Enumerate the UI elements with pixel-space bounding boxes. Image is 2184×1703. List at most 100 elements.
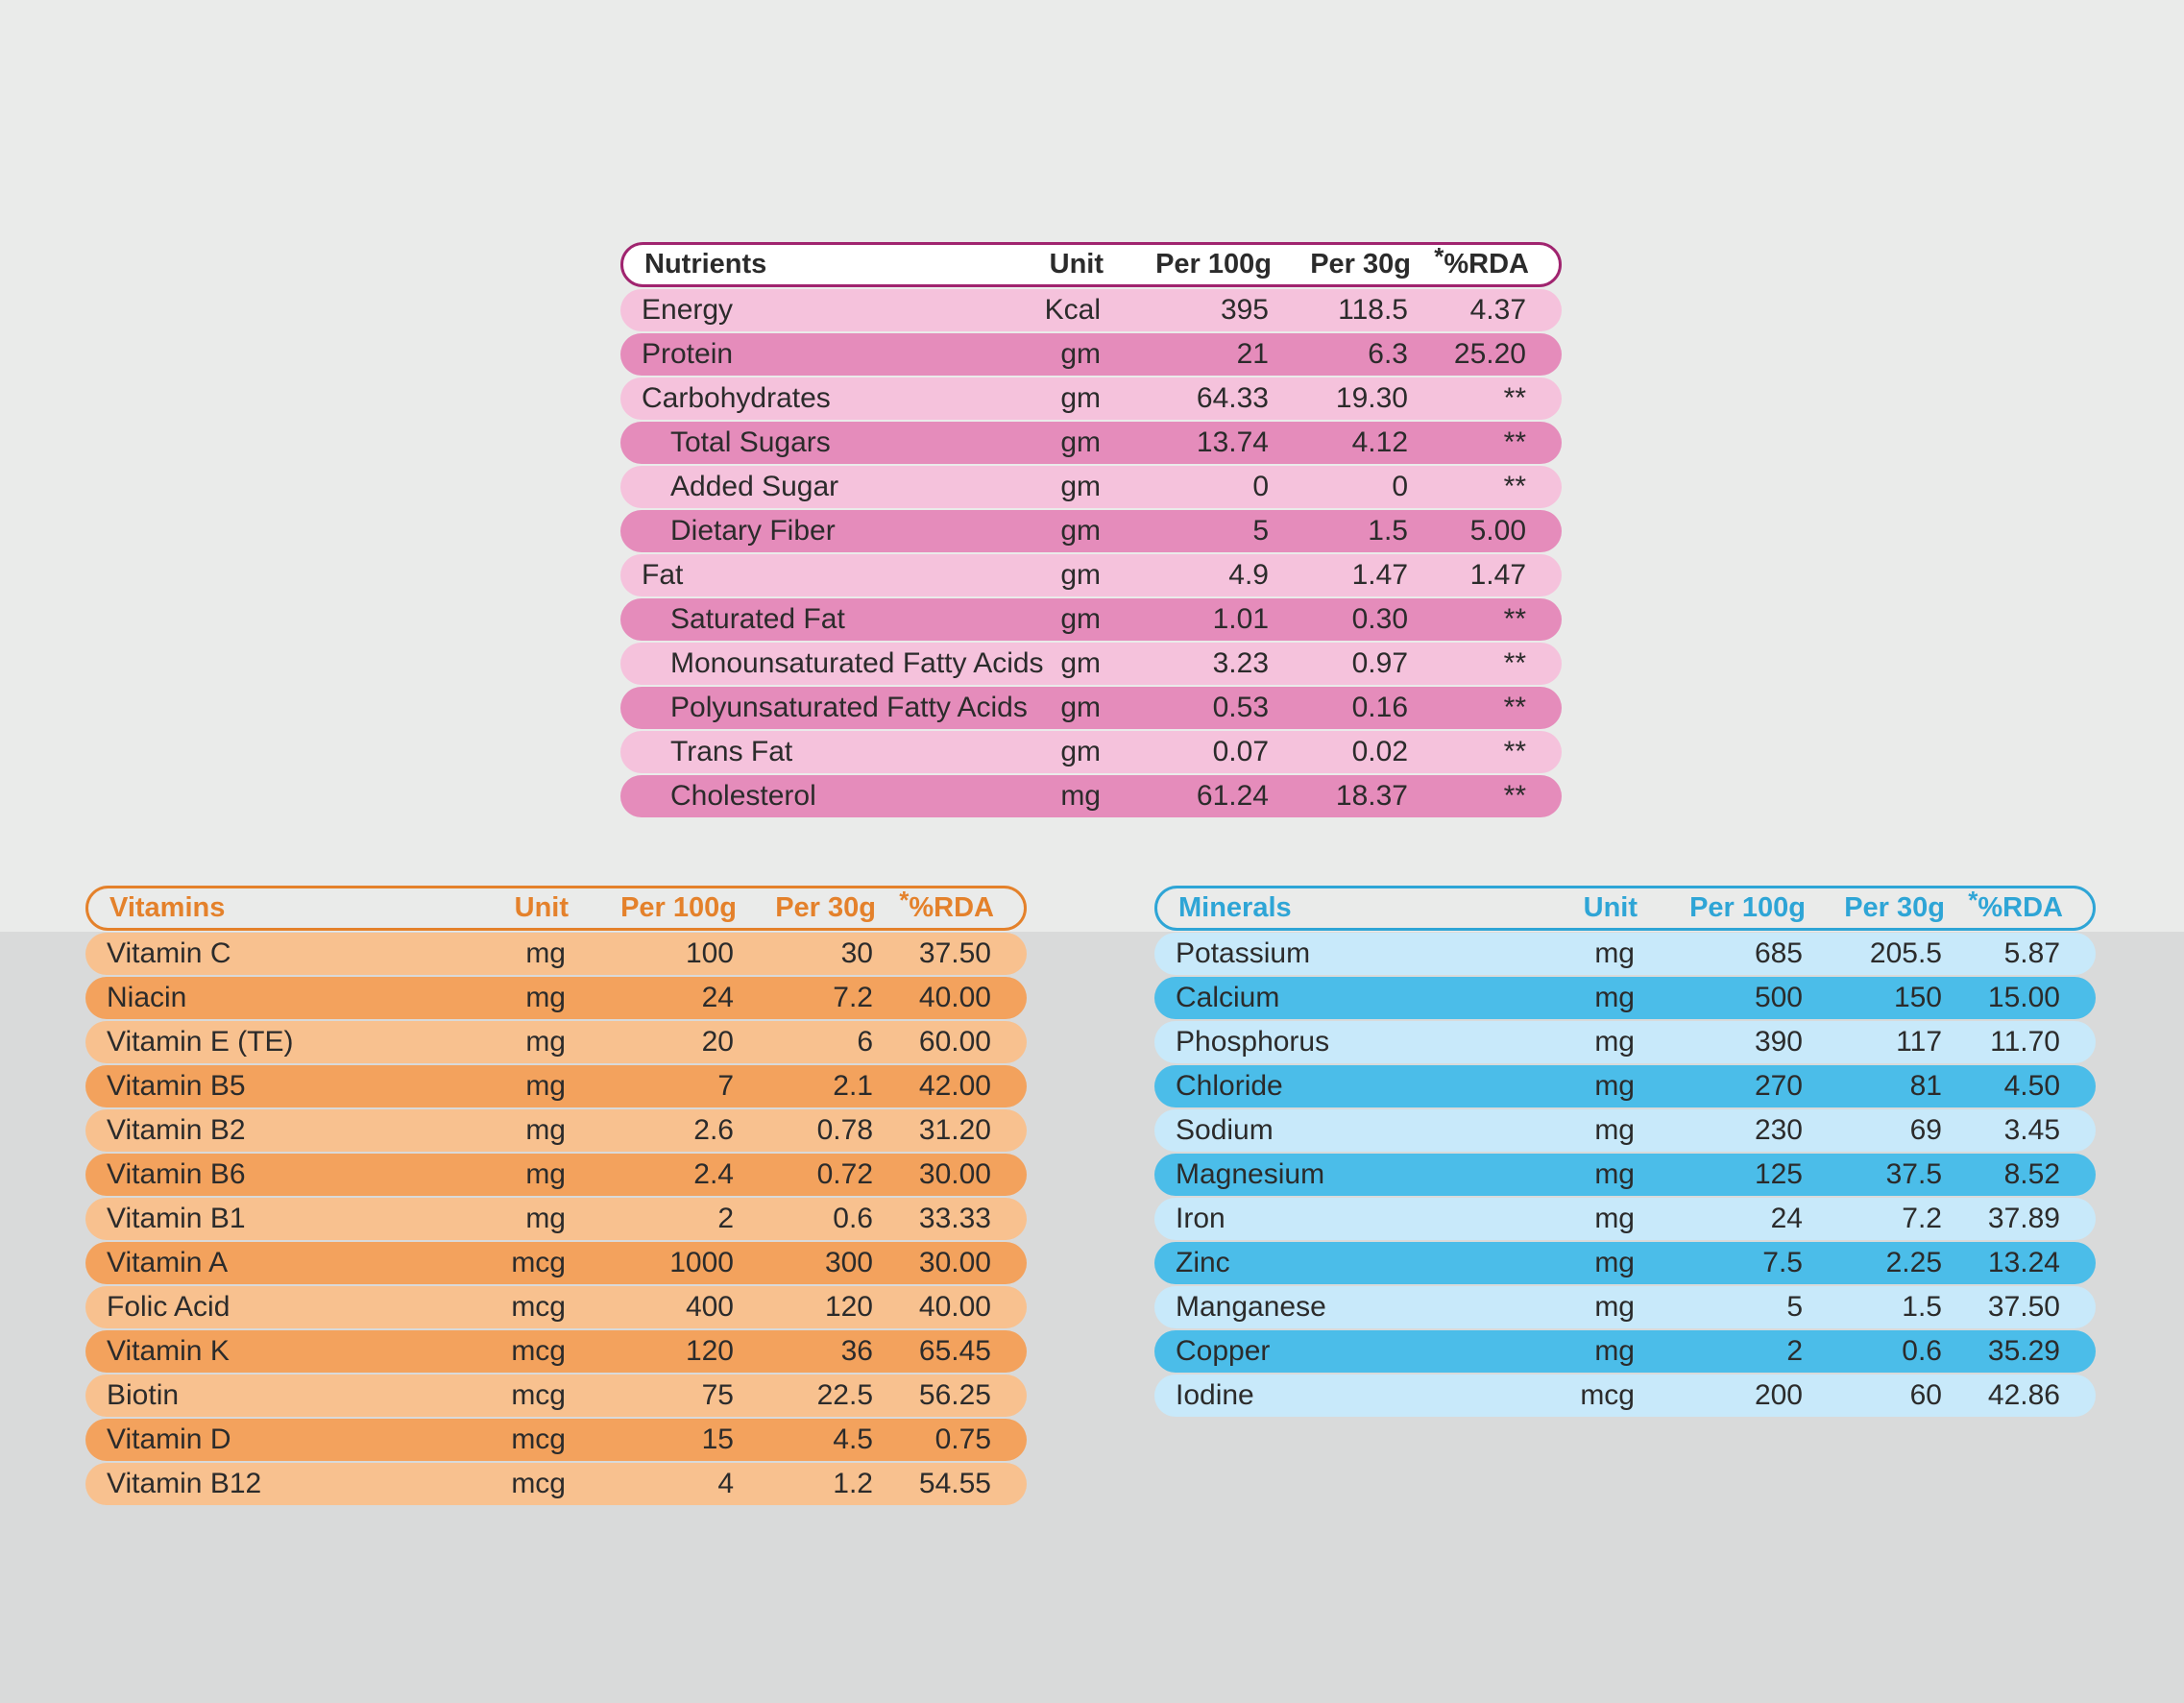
header-rda: *%RDA — [876, 886, 994, 924]
per-100g-cell: 2 — [1786, 1335, 1803, 1367]
per-100g-cell: 0.07 — [1212, 736, 1269, 767]
nutrient-name: Cholesterol — [670, 780, 816, 812]
per-30g-cell: 205.5 — [1869, 937, 1942, 969]
nutrient-name: Trans Fat — [670, 736, 793, 767]
table-row: Trans Fat gm 0.07 0.02 ** — [620, 731, 1562, 773]
table-row: Polyunsaturated Fatty Acids gm 0.53 0.16 ** — [620, 687, 1562, 729]
per-100g-cell: 0.53 — [1212, 692, 1269, 723]
per-100g-cell: 4.9 — [1228, 559, 1269, 591]
rda-cell: ** — [1503, 382, 1526, 414]
nutrients-table: Nutrients Unit Per 100g Per 30g *%RDA En… — [620, 242, 1562, 817]
per-30g-cell: 60 — [1909, 1379, 1942, 1411]
rda-cell: 56.25 — [918, 1379, 991, 1411]
per-30g-cell: 22.5 — [816, 1379, 873, 1411]
rda-cell: 33.33 — [918, 1203, 991, 1234]
per-100g-cell: 21 — [1236, 338, 1269, 370]
rda-cell: 65.45 — [918, 1335, 991, 1367]
per-100g-cell: 2.6 — [693, 1114, 734, 1146]
per-100g-cell: 500 — [1754, 982, 1803, 1013]
unit-cell: mcg — [511, 1423, 566, 1455]
unit-cell: mcg — [511, 1335, 566, 1367]
nutrient-name: Vitamin B5 — [107, 1070, 246, 1102]
minerals-rows: Potassium mg 685 205.5 5.87 Calcium mg 500 150 15… — [1154, 933, 2096, 1417]
rda-cell: 60.00 — [918, 1026, 991, 1058]
nutrient-name: Vitamin A — [107, 1247, 229, 1278]
table-row: Vitamin B1 mg 2 0.6 33.33 — [85, 1198, 1027, 1240]
header-per-30g: Per 30g — [1310, 249, 1411, 280]
per-30g-cell: 6.3 — [1368, 338, 1408, 370]
header-per-100g: Per 100g — [1155, 249, 1272, 280]
unit-cell: mcg — [511, 1379, 566, 1411]
rda-cell: 30.00 — [918, 1247, 991, 1278]
per-30g-cell: 0 — [1392, 471, 1408, 502]
unit-cell: mg — [1594, 937, 1635, 969]
nutrient-name: Vitamin B12 — [107, 1468, 262, 1499]
table-row: Phosphorus mg 390 117 11.70 — [1154, 1021, 2096, 1063]
rda-cell: ** — [1503, 426, 1526, 458]
per-30g-cell: 118.5 — [1338, 294, 1408, 326]
per-30g-cell: 2.25 — [1885, 1247, 1942, 1278]
table-row: Vitamin D mcg 15 4.5 0.75 — [85, 1419, 1027, 1461]
per-100g-cell: 1000 — [669, 1247, 734, 1278]
per-100g-cell: 395 — [1220, 294, 1269, 326]
nutrient-name: Vitamin B1 — [107, 1203, 246, 1234]
table-row: Added Sugar gm 0 0 ** — [620, 466, 1562, 508]
table-row: Vitamin A mcg 1000 300 30.00 — [85, 1242, 1027, 1284]
nutrient-name: Energy — [642, 294, 734, 326]
per-100g-cell: 390 — [1754, 1026, 1803, 1058]
rda-asterisk: * — [1968, 886, 1978, 914]
nutrient-name: Niacin — [107, 982, 187, 1013]
per-100g-cell: 685 — [1754, 937, 1803, 969]
per-30g-cell: 19.30 — [1335, 382, 1408, 414]
unit-cell: mg — [525, 1158, 566, 1190]
vitamins-header: Vitamins Unit Per 100g Per 30g *%RDA — [85, 886, 1027, 931]
unit-cell: gm — [1060, 559, 1101, 591]
table-row: Magnesium mg 125 37.5 8.52 — [1154, 1154, 2096, 1196]
unit-cell: gm — [1060, 471, 1101, 502]
header-nutrients: Nutrients — [644, 249, 767, 280]
unit-cell: mg — [1594, 982, 1635, 1013]
per-100g-cell: 125 — [1754, 1158, 1803, 1190]
per-100g-cell: 64.33 — [1196, 382, 1269, 414]
per-30g-cell: 0.78 — [816, 1114, 873, 1146]
per-30g-cell: 4.5 — [833, 1423, 873, 1455]
per-30g-cell: 150 — [1893, 982, 1942, 1013]
rda-label: %RDA — [1978, 892, 2063, 923]
header-per-100g: Per 100g — [1689, 892, 1806, 923]
per-100g-cell: 24 — [701, 982, 734, 1013]
nutrient-name: Total Sugars — [670, 426, 831, 458]
rda-cell: 40.00 — [918, 1291, 991, 1323]
rda-cell: 8.52 — [2003, 1158, 2060, 1190]
header-vitamins: Vitamins — [109, 892, 226, 923]
nutrient-name: Sodium — [1176, 1114, 1274, 1146]
per-30g-cell: 7.2 — [1902, 1203, 1942, 1234]
table-row: Vitamin B12 mcg 4 1.2 54.55 — [85, 1463, 1027, 1505]
table-row: Saturated Fat gm 1.01 0.30 ** — [620, 598, 1562, 641]
per-30g-cell: 6 — [857, 1026, 873, 1058]
rda-cell: 40.00 — [918, 982, 991, 1013]
nutrient-name: Protein — [642, 338, 734, 370]
table-row: Chloride mg 270 81 4.50 — [1154, 1065, 2096, 1107]
table-row: Total Sugars gm 13.74 4.12 ** — [620, 422, 1562, 464]
nutrient-name: Vitamin B2 — [107, 1114, 246, 1146]
rda-cell: 42.86 — [1987, 1379, 2060, 1411]
table-row: Zinc mg 7.5 2.25 13.24 — [1154, 1242, 2096, 1284]
rda-cell: 3.45 — [2003, 1114, 2060, 1146]
header-unit: Unit — [514, 892, 569, 923]
per-100g-cell: 24 — [1770, 1203, 1803, 1234]
rda-cell: 54.55 — [918, 1468, 991, 1499]
rda-cell: ** — [1503, 736, 1526, 767]
table-row: Vitamin B6 mg 2.4 0.72 30.00 — [85, 1154, 1027, 1196]
per-30g-cell: 1.5 — [1368, 515, 1408, 547]
table-row: Calcium mg 500 150 15.00 — [1154, 977, 2096, 1019]
table-row: Potassium mg 685 205.5 5.87 — [1154, 933, 2096, 975]
nutrients-header: Nutrients Unit Per 100g Per 30g *%RDA — [620, 242, 1562, 287]
nutrient-name: Folic Acid — [107, 1291, 231, 1323]
table-row: Folic Acid mcg 400 120 40.00 — [85, 1286, 1027, 1328]
per-30g-cell: 0.02 — [1351, 736, 1408, 767]
per-30g-cell: 1.47 — [1351, 559, 1408, 591]
table-row: Vitamin E (TE) mg 20 6 60.00 — [85, 1021, 1027, 1063]
nutrient-name: Biotin — [107, 1379, 180, 1411]
nutrient-name: Added Sugar — [670, 471, 839, 502]
per-30g-cell: 0.30 — [1351, 603, 1408, 635]
